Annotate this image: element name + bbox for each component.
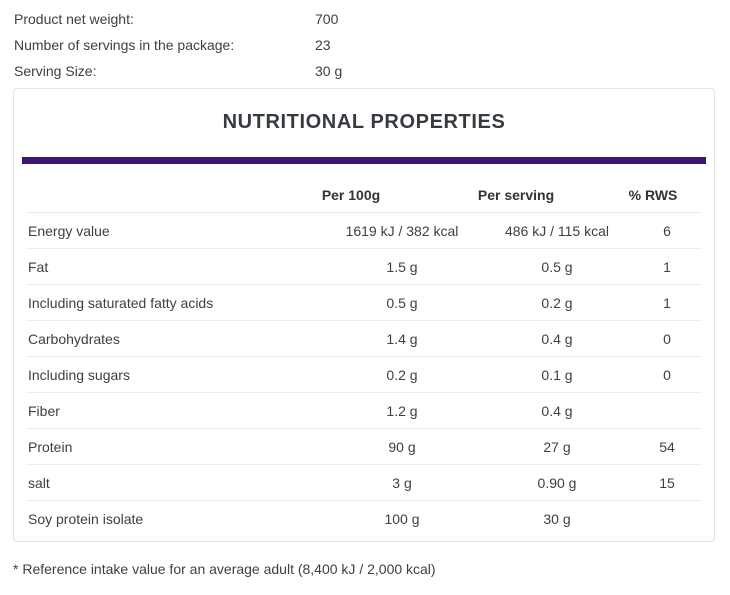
product-info-label: Serving Size:: [14, 63, 97, 79]
product-info-value: 700: [315, 11, 339, 27]
per-100g-value: 0.2 g: [386, 366, 418, 383]
product-info-value: 30 g: [315, 63, 343, 79]
rws-value: 1: [663, 294, 671, 311]
per-serving-value: 27 g: [543, 438, 571, 455]
per-serving-value: 0.1 g: [541, 366, 573, 383]
per-serving-value: 486 kJ / 115 kcal: [504, 222, 610, 239]
per-serving-value: 30 g: [543, 511, 571, 527]
per-100g-value: 1.2 g: [386, 402, 418, 419]
nutrient-name: Including saturated fatty acids: [28, 294, 214, 311]
per-100g-value: 100 g: [384, 511, 420, 527]
table-header-row: Per 100g Per serving % RWS: [27, 177, 701, 213]
per-100g-value: 3 g: [392, 474, 412, 491]
product-info-row: Product net weight: 700: [14, 6, 716, 32]
nutrition-table-row: Energy value 1619 kJ / 382 kcal 486 kJ /…: [27, 213, 701, 249]
nutrient-name: Fat: [28, 258, 49, 275]
nutrient-name: salt: [28, 474, 50, 491]
nutrition-table-row: Fat 1.5 g 0.5 g 1: [27, 249, 701, 285]
per-serving-value: 0.4 g: [541, 330, 573, 347]
nutrient-name: Carbohydrates: [28, 330, 120, 347]
nutrient-name: Including sugars: [28, 366, 130, 383]
reference-intake-footnote: * Reference intake value for an average …: [13, 561, 436, 577]
per-serving-value: 0.2 g: [541, 294, 573, 311]
product-info-section: Product net weight: 700 Number of servin…: [14, 6, 716, 84]
rws-value: 6: [663, 222, 671, 239]
nutrition-table-row: Including saturated fatty acids 0.5 g 0.…: [27, 285, 701, 321]
per-100g-value: 1.4 g: [386, 330, 418, 347]
nutrient-name: Protein: [28, 438, 73, 455]
accent-bar: [22, 157, 706, 164]
per-100g-value: 1619 kJ / 382 kcal: [345, 222, 459, 239]
product-info-row: Number of servings in the package: 23: [14, 32, 716, 58]
nutrition-table-row: Fiber 1.2 g 0.4 g: [27, 393, 701, 429]
product-info-row: Serving Size: 30 g: [14, 58, 716, 84]
nutrition-table-row: Including sugars 0.2 g 0.1 g 0: [27, 357, 701, 393]
nutrition-table-row: Soy protein isolate 100 g 30 g: [27, 501, 701, 537]
rws-value: 15: [659, 474, 675, 491]
header-per-serving: Per serving: [477, 186, 555, 203]
per-serving-value: 0.5 g: [541, 258, 573, 275]
per-serving-value: 0.4 g: [541, 402, 573, 419]
rws-value: 54: [659, 438, 675, 455]
per-100g-value: 90 g: [388, 438, 416, 455]
per-100g-value: 0.5 g: [386, 294, 418, 311]
per-serving-value: 0.90 g: [537, 474, 577, 491]
rws-value: 0: [663, 366, 671, 383]
nutrition-panel: NUTRITIONAL PROPERTIES Per 100g Per serv…: [13, 88, 715, 542]
panel-title: NUTRITIONAL PROPERTIES: [222, 111, 506, 133]
header-per-100g: Per 100g: [321, 186, 381, 203]
nutrition-table: Per 100g Per serving % RWS Energy value …: [27, 177, 701, 537]
nutrition-table-row: Carbohydrates 1.4 g 0.4 g 0: [27, 321, 701, 357]
rws-value: 0: [663, 330, 671, 347]
product-info-label: Product net weight:: [14, 11, 134, 27]
nutrition-table-row: salt 3 g 0.90 g 15: [27, 465, 701, 501]
nutrient-name: Energy value: [28, 222, 110, 239]
rws-value: 1: [663, 258, 671, 275]
nutrient-name: Soy protein isolate: [28, 511, 144, 527]
nutrition-table-row: Protein 90 g 27 g 54: [27, 429, 701, 465]
product-info-label: Number of servings in the package:: [14, 37, 235, 53]
product-info-value: 23: [315, 37, 331, 53]
header-rws: % RWS: [628, 186, 678, 203]
per-100g-value: 1.5 g: [386, 258, 418, 275]
nutrient-name: Fiber: [28, 402, 60, 419]
